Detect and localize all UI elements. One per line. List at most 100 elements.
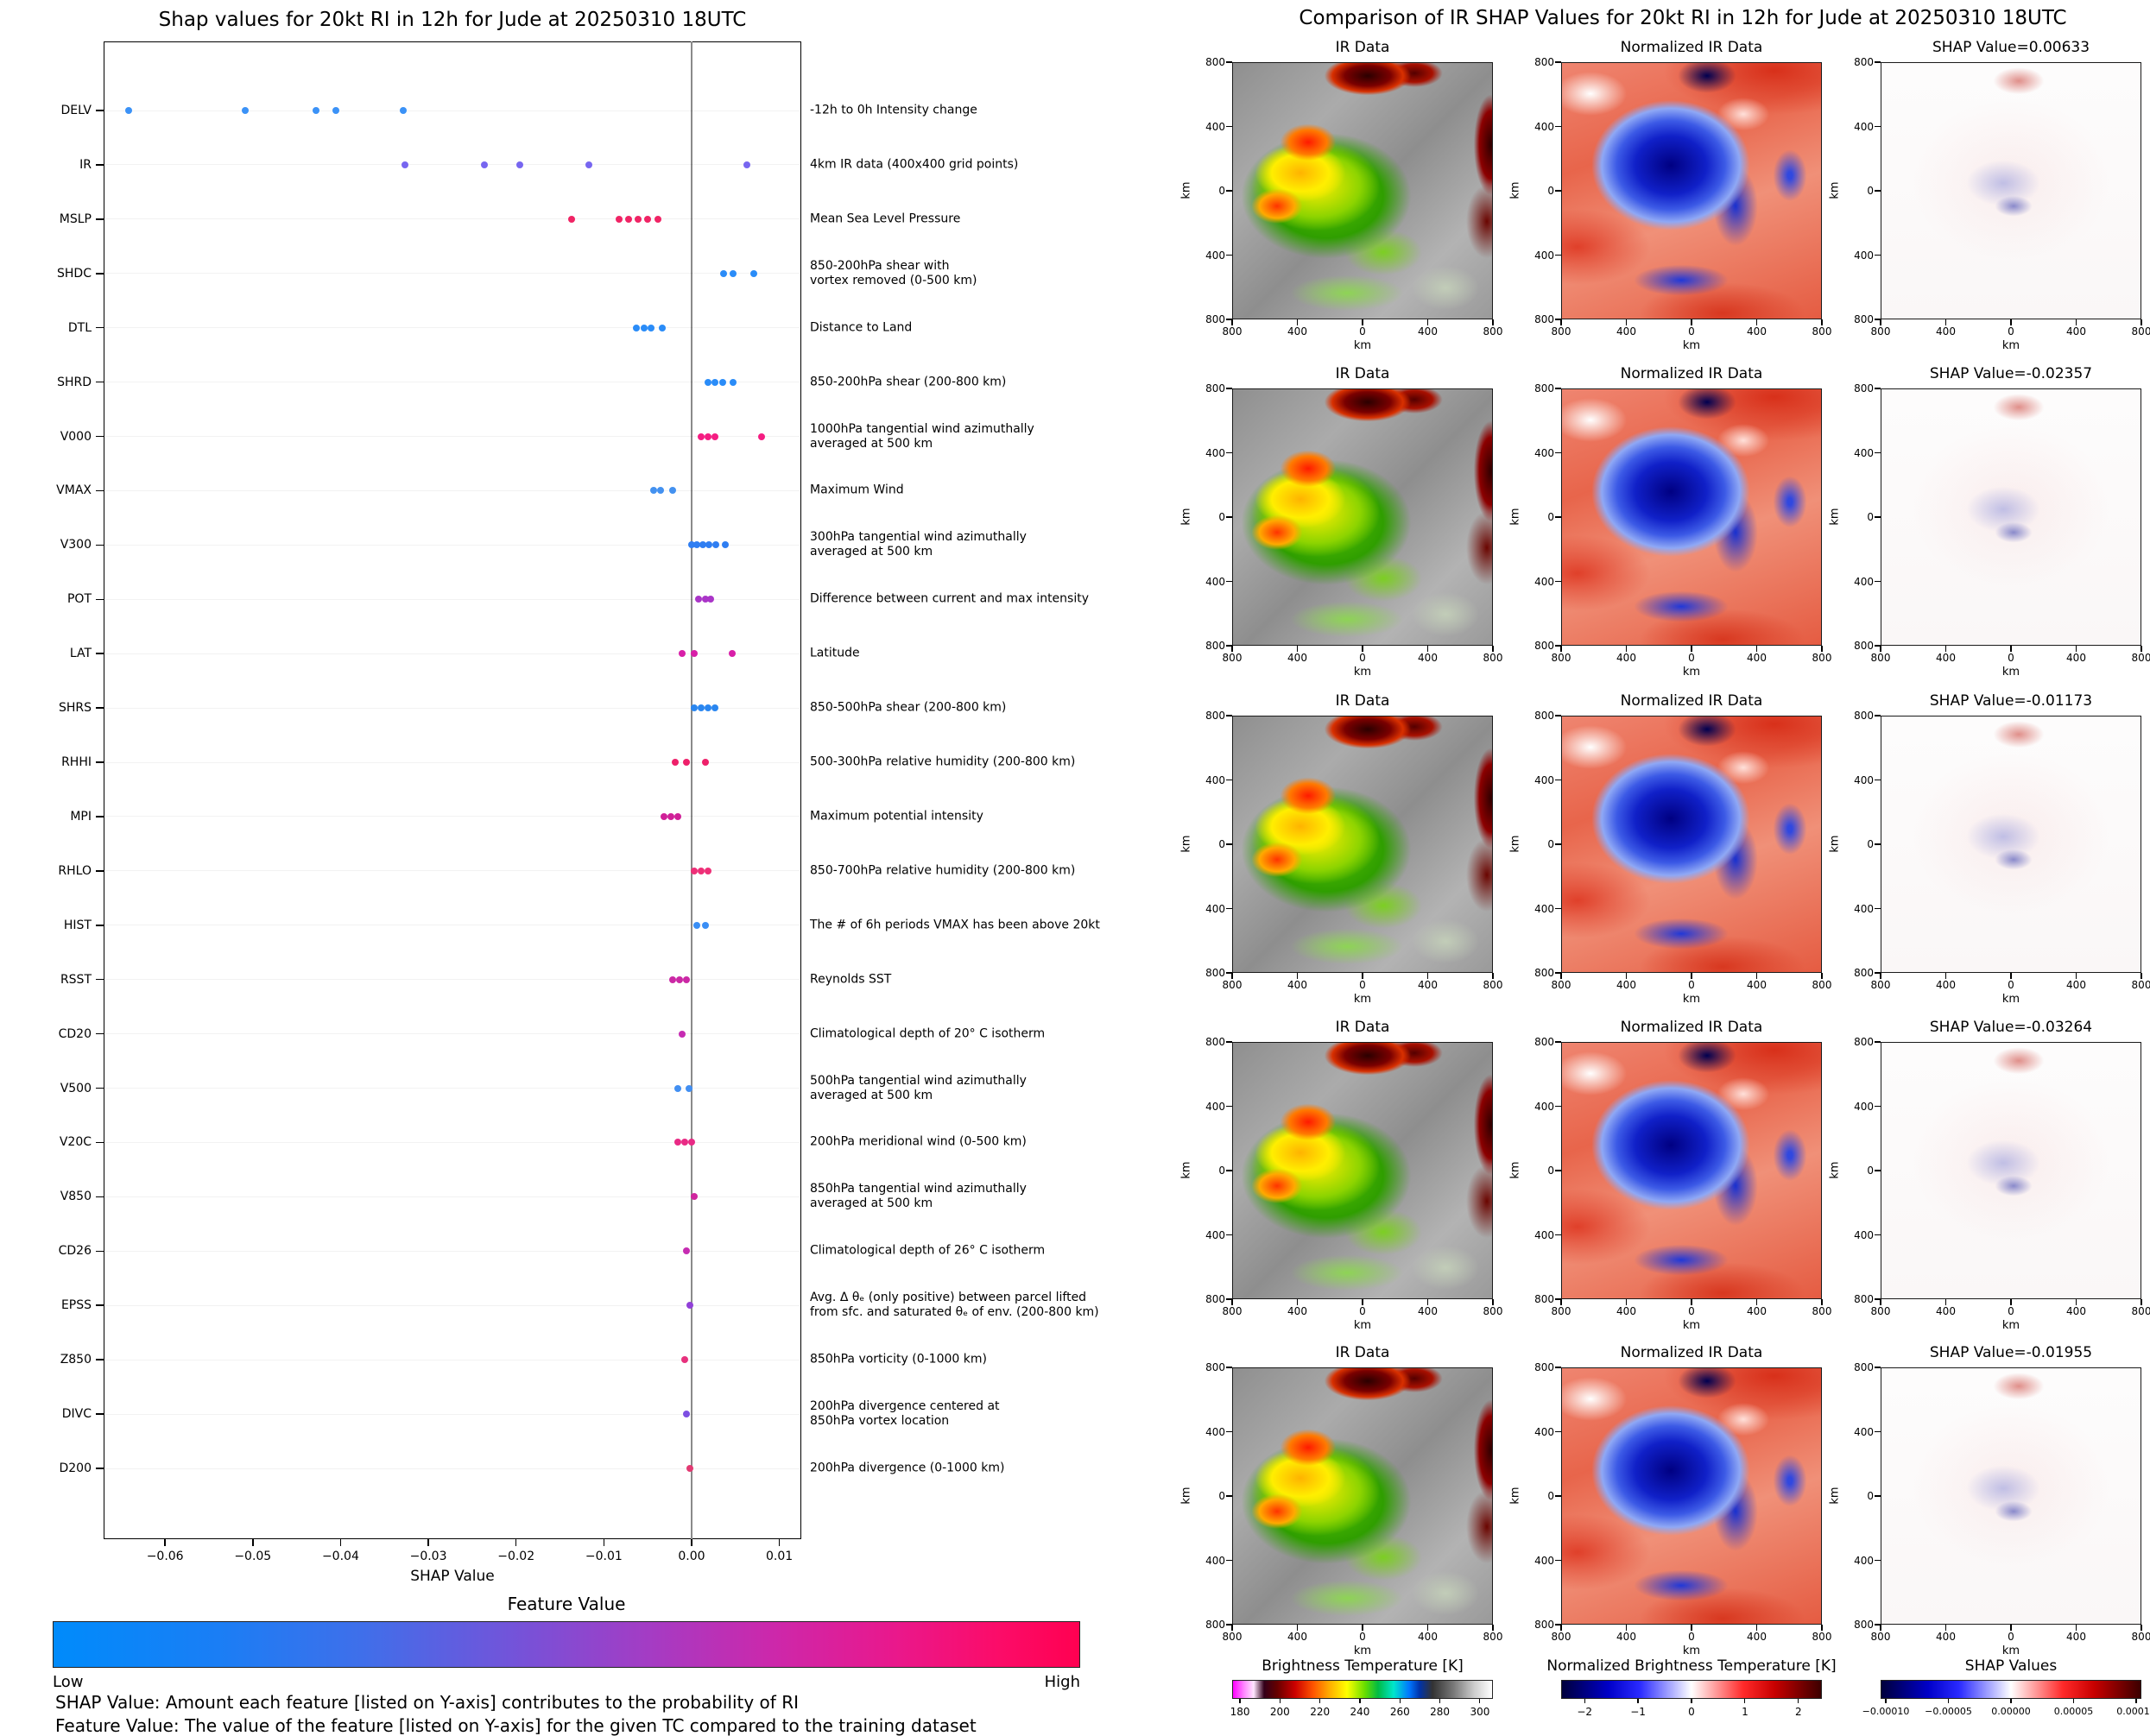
map-x-tick — [1880, 973, 1881, 979]
map-y-tick-label: 800 — [1854, 382, 1874, 395]
map-y-tick — [1555, 61, 1561, 63]
x-tick-label: −0.01 — [585, 1550, 623, 1563]
map-x-tick — [2075, 1625, 2077, 1631]
map-y-axis-label: km — [1828, 1161, 1842, 1179]
comparison-title: Comparison of IR SHAP Values for 20kt RI… — [1299, 7, 2067, 29]
map-y-tick-label: 800 — [1534, 1619, 1554, 1631]
x-tick-label: 0.00 — [678, 1550, 705, 1563]
map-x-tick — [1426, 1625, 1429, 1631]
row-gridline — [105, 1250, 800, 1252]
y-tick — [96, 110, 104, 111]
map-y-tick — [1226, 1495, 1232, 1497]
map-x-axis-label: km — [1682, 339, 1701, 352]
map-x-tick-label: 400 — [2066, 1305, 2086, 1317]
map-y-tick — [1875, 645, 1881, 647]
feature-description: Climatological depth of 26° C isotherm — [810, 1243, 1046, 1258]
map-x-tick — [1426, 973, 1429, 979]
map-y-tick-label: 400 — [1854, 249, 1874, 262]
feature-description: Maximum potential intensity — [810, 809, 983, 824]
y-tick — [96, 761, 104, 763]
feature-tick-label: MSLP — [59, 211, 92, 226]
map-y-tick — [1226, 1298, 1232, 1300]
map-y-tick-label: 400 — [1854, 1100, 1874, 1113]
map-title: Normalized IR Data — [1620, 1019, 1763, 1036]
map-y-tick-label: 400 — [1534, 1100, 1554, 1113]
map-x-tick-label: 400 — [2066, 979, 2086, 991]
map-y-tick-label: 400 — [1205, 120, 1225, 133]
map-x-tick-label: 800 — [1870, 325, 1891, 338]
map-y-tick — [1875, 1298, 1881, 1300]
map-x-tick-label: 400 — [1287, 979, 1307, 991]
map-x-tick-label: 400 — [1747, 979, 1767, 991]
map-y-tick-label: 800 — [1534, 382, 1554, 395]
map-x-tick — [1560, 1299, 1562, 1305]
map-x-tick — [1560, 973, 1562, 979]
map-x-tick-label: 800 — [2131, 1631, 2150, 1643]
map-x-tick — [1880, 646, 1881, 652]
feature-description: 500hPa tangential wind azimuthally avera… — [810, 1073, 1027, 1102]
map-y-axis-label: km — [1179, 181, 1193, 199]
feature-description: Distance to Land — [810, 320, 913, 335]
map-y-tick-label: 800 — [1854, 1361, 1874, 1373]
x-tick — [691, 1539, 692, 1546]
shap-x-axis-label: SHAP Value — [410, 1568, 495, 1585]
shap-point — [657, 487, 665, 495]
map-x-tick — [2141, 1625, 2142, 1631]
feature-description: -12h to 0h Intensity change — [810, 103, 977, 117]
map-y-tick — [1555, 1367, 1561, 1368]
feature-description: Mean Sea Level Pressure — [810, 211, 961, 226]
shap-point — [695, 596, 703, 603]
map-y-tick — [1555, 1495, 1561, 1497]
map-x-tick — [1821, 646, 1823, 652]
feature-value-colorbar — [53, 1621, 1080, 1668]
ir-map-image — [1232, 62, 1493, 319]
y-tick — [96, 1468, 104, 1469]
map-y-tick-label: 0 — [1547, 511, 1554, 523]
map-x-axis-label: km — [1682, 1319, 1701, 1332]
map-x-tick — [1560, 1625, 1562, 1631]
map-y-tick-label: 0 — [1867, 185, 1874, 197]
shap-point — [750, 269, 758, 277]
map-x-axis-label: km — [1353, 993, 1372, 1006]
shap-point — [691, 650, 698, 658]
colorbar-tick — [1637, 1699, 1639, 1703]
map-x-tick — [2010, 1299, 2012, 1305]
shap-point — [691, 867, 698, 874]
map-y-tick — [1875, 1170, 1881, 1171]
row-gridline — [105, 1033, 800, 1035]
map-x-tick-label: 800 — [1483, 979, 1503, 991]
shap-point — [644, 215, 652, 223]
shap-point — [659, 324, 667, 331]
feature-tick-label: SHDC — [57, 266, 92, 281]
shap-point — [332, 107, 340, 114]
map-x-tick-label: 800 — [1222, 325, 1243, 338]
map-y-tick — [1226, 1559, 1232, 1562]
shap-point — [680, 1356, 688, 1364]
map-y-tick-label: 400 — [1534, 446, 1554, 459]
map-y-tick-label: 400 — [1854, 902, 1874, 915]
map-y-tick-label: 400 — [1854, 1228, 1874, 1241]
map-x-tick-label: 400 — [1747, 325, 1767, 338]
row-gridline — [105, 1468, 800, 1469]
colorbar-tick — [2072, 1699, 2075, 1703]
shap-map-image — [1881, 1042, 2141, 1299]
map-y-tick-label: 0 — [1867, 1490, 1874, 1502]
colorbar-tick-label: 280 — [1430, 1706, 1451, 1718]
feature-tick-label: DIVC — [61, 1407, 92, 1422]
map-x-tick — [1625, 1299, 1628, 1305]
ir-map-image — [1232, 1367, 1493, 1625]
map-y-tick-label: 400 — [1854, 1425, 1874, 1438]
map-title: SHAP Value=-0.01955 — [1929, 1344, 2093, 1361]
map-y-tick — [1555, 779, 1561, 781]
colorbar-tick-label: 0.00005 — [2053, 1706, 2094, 1717]
map-title: SHAP Value=0.00633 — [1932, 39, 2090, 56]
colorbar-title: Brightness Temperature [K] — [1262, 1657, 1464, 1675]
colorbar-tick-label: −0.00010 — [1862, 1706, 1910, 1717]
map-x-tick — [1625, 973, 1628, 979]
map-y-tick-label: 800 — [1205, 967, 1225, 979]
map-x-tick-label: 800 — [1812, 1305, 1832, 1317]
map-y-tick — [1875, 580, 1881, 583]
map-x-tick-label: 400 — [1418, 1631, 1438, 1643]
map-y-tick-label: 400 — [1205, 249, 1225, 262]
map-title: SHAP Value=-0.02357 — [1929, 365, 2093, 382]
